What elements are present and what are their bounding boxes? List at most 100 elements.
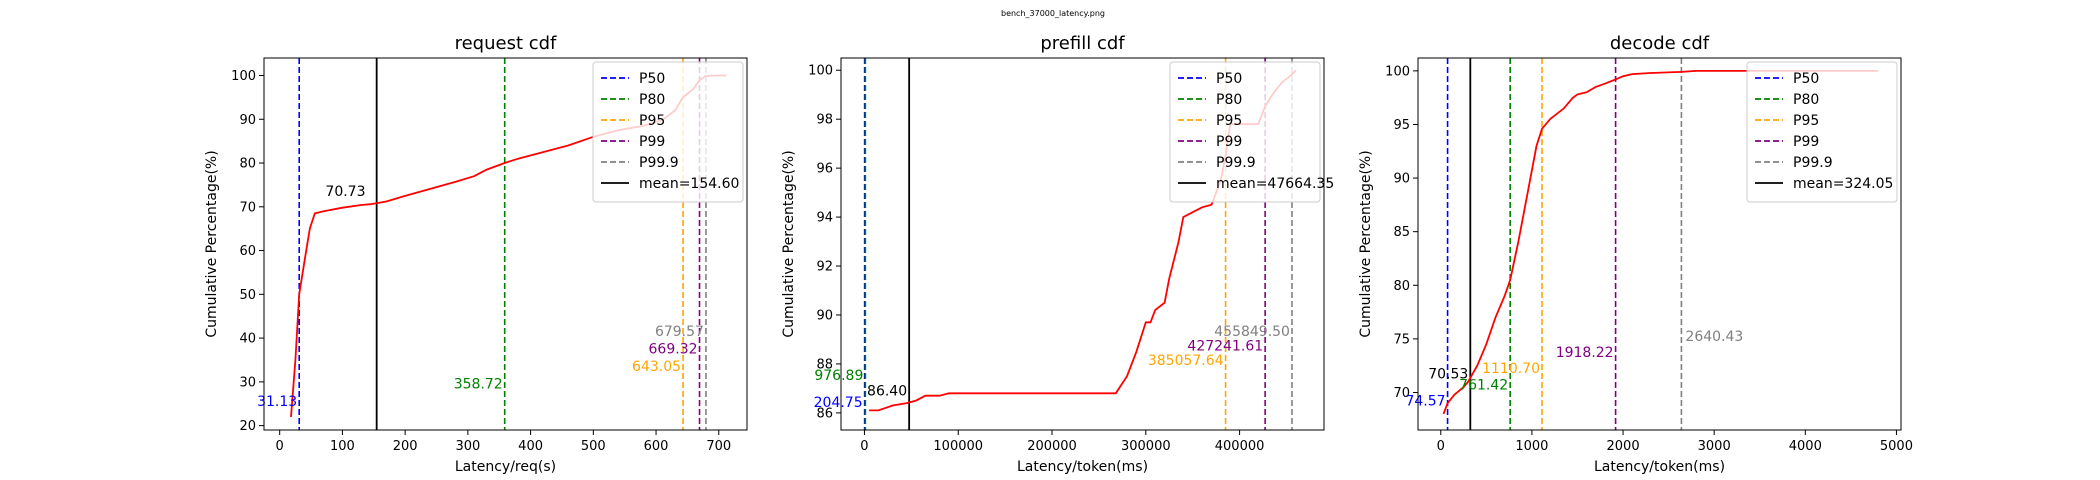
axes-frame bbox=[263, 57, 748, 431]
y-tick-label: 20 bbox=[239, 419, 256, 434]
value-annotation: 70.73 bbox=[325, 184, 365, 200]
legend-entry: P99.9 bbox=[1216, 155, 1256, 171]
value-annotation: 204.75 bbox=[814, 395, 863, 411]
y-axis-label: Cumulative Percentage(%) bbox=[781, 150, 797, 337]
value-annotation: 358.72 bbox=[454, 376, 503, 392]
value-annotation: 70.53 bbox=[1428, 367, 1468, 383]
plot-area bbox=[290, 58, 727, 430]
y-tick-label: 90 bbox=[1393, 172, 1410, 187]
value-annotation: 761.42 bbox=[1459, 377, 1508, 393]
value-annotation: 455849.50 bbox=[1214, 324, 1290, 340]
value-annotation: 74.57 bbox=[1405, 393, 1445, 409]
y-tick-label: 90 bbox=[816, 308, 833, 323]
x-tick-label: 300 bbox=[455, 439, 480, 454]
legend-box bbox=[592, 61, 744, 203]
y-tick-label: 60 bbox=[239, 244, 256, 259]
legend-box bbox=[1169, 61, 1321, 203]
x-tick-label: 200000 bbox=[1027, 439, 1077, 454]
legend: P50 P80 P95 P99 P99.9 mean=47664.35 bbox=[1169, 61, 1334, 203]
value-annotation: 1110.70 bbox=[1482, 361, 1540, 377]
panel-title: prefill cdf bbox=[1040, 33, 1125, 54]
figure-title: bench_37000_latency.png bbox=[1001, 9, 1105, 18]
value-annotation: 31.13 bbox=[257, 394, 297, 410]
panel-title: request cdf bbox=[455, 33, 557, 54]
value-annotation: 669.32 bbox=[649, 341, 698, 357]
x-tick-label: 4000 bbox=[1789, 439, 1822, 454]
x-tick-label: 3000 bbox=[1698, 439, 1731, 454]
legend-entry: P80 bbox=[639, 92, 665, 108]
x-tick-label: 100 bbox=[330, 439, 355, 454]
legend-entry: P99 bbox=[1216, 134, 1242, 150]
y-tick-label: 92 bbox=[816, 260, 833, 275]
y-tick-label: 85 bbox=[1393, 225, 1410, 240]
y-axis-label: Cumulative Percentage(%) bbox=[1358, 150, 1374, 337]
y-tick-label: 100 bbox=[1385, 64, 1410, 79]
value-annotation: 427241.61 bbox=[1187, 338, 1263, 354]
x-tick-label: 400000 bbox=[1215, 439, 1265, 454]
y-tick-label: 95 bbox=[1393, 118, 1410, 133]
legend-entry: mean=47664.35 bbox=[1216, 176, 1334, 192]
legend-entry: mean=154.60 bbox=[639, 176, 739, 192]
x-tick-label: 0 bbox=[860, 439, 868, 454]
x-tick-label: 100000 bbox=[933, 439, 983, 454]
value-annotation: 679.57 bbox=[655, 324, 704, 340]
x-tick-label: 5000 bbox=[1880, 439, 1913, 454]
x-axis-label: Latency/req(s) bbox=[455, 459, 556, 475]
x-tick-label: 0 bbox=[1437, 439, 1445, 454]
legend-entry: P50 bbox=[639, 71, 665, 87]
axes-frame bbox=[1417, 57, 1902, 431]
legend-entry: P95 bbox=[1216, 113, 1242, 129]
x-tick-label: 400 bbox=[518, 439, 543, 454]
y-tick-label: 100 bbox=[231, 69, 256, 84]
x-tick-label: 700 bbox=[706, 439, 731, 454]
legend: P50 P80 P95 P99 P99.9 mean=154.60 bbox=[592, 61, 744, 203]
panel-title: decode cdf bbox=[1610, 33, 1710, 54]
legend-entry: mean=324.05 bbox=[1793, 176, 1893, 192]
value-annotation: 643.05 bbox=[632, 359, 681, 375]
legend-entry: P99.9 bbox=[1793, 155, 1833, 171]
request-cdf-panel: request cdf Latency/req(s) Cumulative Perc… bbox=[204, 33, 748, 475]
value-annotation: 1918.22 bbox=[1556, 345, 1614, 361]
y-tick-label: 88 bbox=[816, 357, 833, 372]
legend-entry: P99 bbox=[1793, 134, 1819, 150]
y-tick-label: 94 bbox=[816, 211, 833, 226]
legend-entry: P99.9 bbox=[639, 155, 679, 171]
legend-entry: P80 bbox=[1216, 92, 1242, 108]
y-tick-label: 90 bbox=[239, 113, 256, 128]
legend-entry: P95 bbox=[639, 113, 665, 129]
y-tick-label: 100 bbox=[808, 64, 833, 79]
x-tick-label: 500 bbox=[581, 439, 606, 454]
legend-entry: P80 bbox=[1793, 92, 1819, 108]
y-tick-label: 80 bbox=[239, 157, 256, 172]
x-axis-label: Latency/token(ms) bbox=[1594, 459, 1725, 475]
legend-entry: P99 bbox=[639, 134, 665, 150]
y-tick-label: 86 bbox=[816, 406, 833, 421]
x-tick-label: 2000 bbox=[1607, 439, 1640, 454]
legend-box bbox=[1746, 61, 1898, 203]
y-tick-label: 30 bbox=[239, 375, 256, 390]
cdf-curve bbox=[1442, 70, 1879, 415]
decode-cdf-panel: decode cdf Latency/token(ms) Cumulative Pe… bbox=[1358, 33, 1913, 475]
y-tick-label: 70 bbox=[1393, 386, 1410, 401]
x-tick-label: 1000 bbox=[1515, 439, 1548, 454]
legend: P50 P80 P95 P99 P99.9 mean=324.05 bbox=[1746, 61, 1898, 203]
plot-area bbox=[1442, 58, 1879, 430]
legend-entry: P95 bbox=[1793, 113, 1819, 129]
legend-entry: P50 bbox=[1216, 71, 1242, 87]
x-tick-label: 300000 bbox=[1121, 439, 1171, 454]
y-tick-label: 70 bbox=[239, 200, 256, 215]
y-tick-label: 75 bbox=[1393, 332, 1410, 347]
y-tick-label: 98 bbox=[816, 113, 833, 128]
value-annotation: 2640.43 bbox=[1685, 329, 1743, 345]
x-axis-label: Latency/token(ms) bbox=[1017, 459, 1148, 475]
y-axis-label: Cumulative Percentage(%) bbox=[204, 150, 220, 337]
value-annotation: 86.40 bbox=[867, 384, 907, 400]
x-tick-label: 200 bbox=[393, 439, 418, 454]
x-tick-label: 600 bbox=[644, 439, 669, 454]
axes-frame bbox=[840, 57, 1325, 431]
x-tick-label: 0 bbox=[276, 439, 284, 454]
value-annotation: 976.89 bbox=[814, 368, 863, 384]
y-tick-label: 40 bbox=[239, 332, 256, 347]
y-tick-label: 80 bbox=[1393, 279, 1410, 294]
